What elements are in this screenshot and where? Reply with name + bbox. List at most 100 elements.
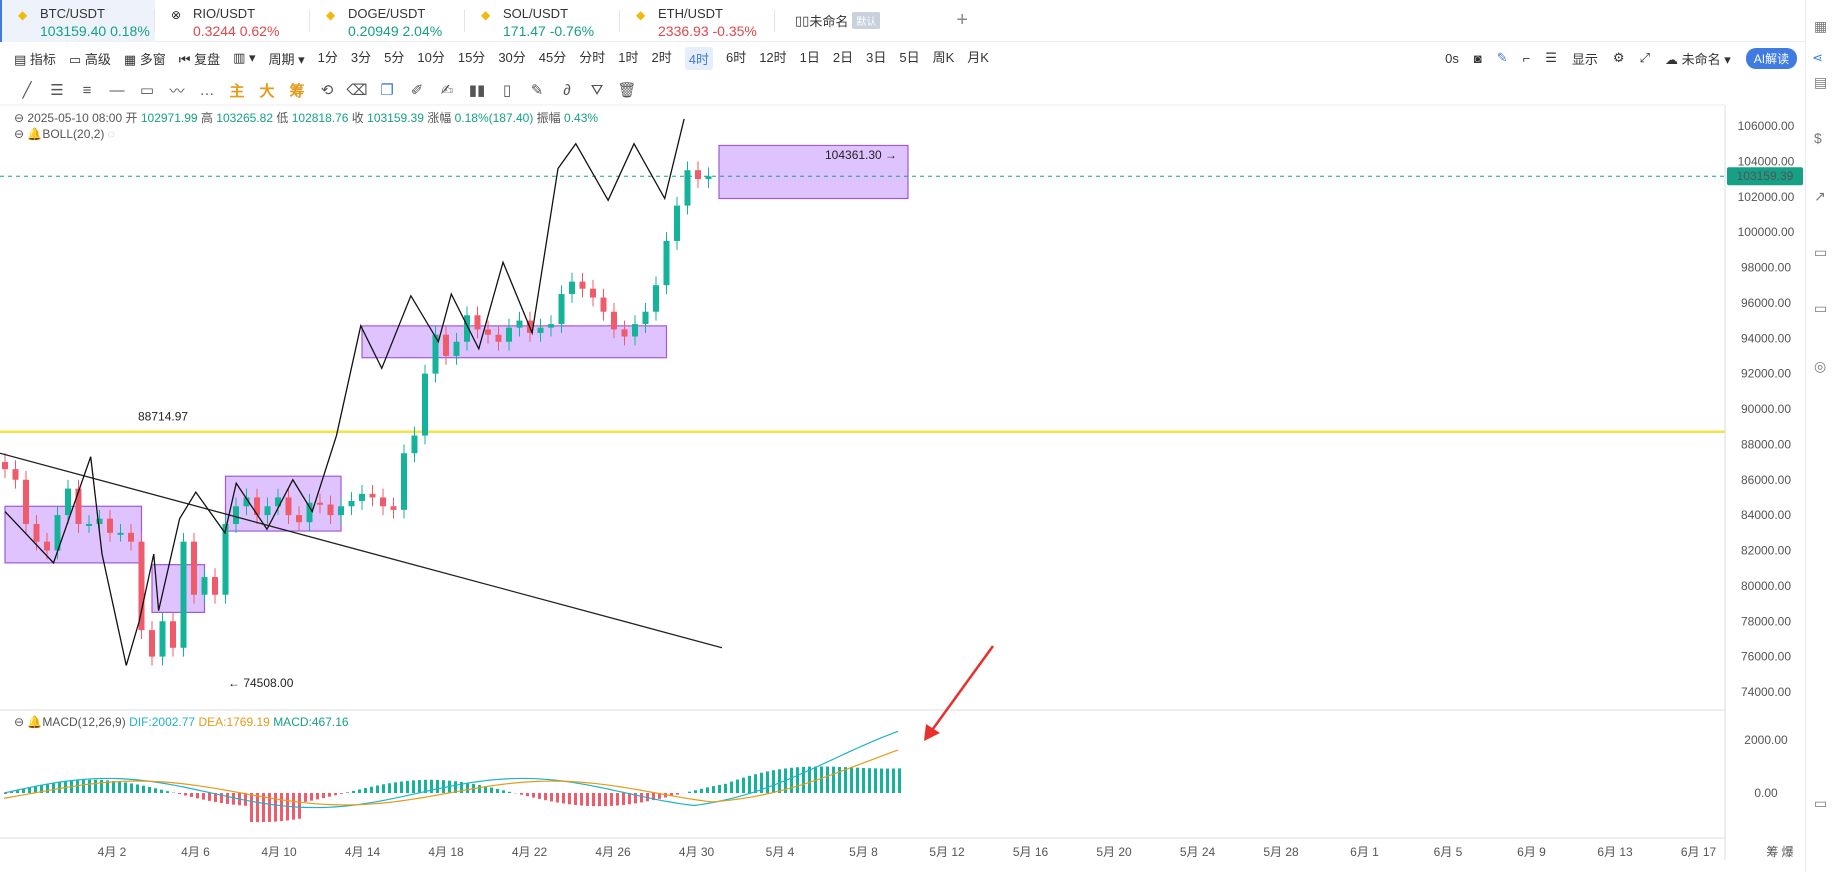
- interval-4时[interactable]: 4时: [684, 46, 713, 70]
- panel-icon[interactable]: ▭: [1814, 795, 1828, 811]
- trash-icon[interactable]: 🗑: [617, 82, 637, 99]
- interval-1日[interactable]: 1日: [799, 49, 820, 65]
- display-button[interactable]: 显示: [1571, 51, 1598, 67]
- share-icon[interactable]: ⋖: [1812, 50, 1823, 65]
- interval-5日[interactable]: 5日: [899, 49, 920, 65]
- candle-body-29: [306, 502, 313, 523]
- interval-1时[interactable]: 1时: [618, 49, 639, 65]
- interval-分时[interactable]: 分时: [579, 49, 606, 65]
- list-icon[interactable]: ☰: [1545, 50, 1557, 65]
- high-label: 高: [200, 111, 213, 125]
- macd-bar-109: [658, 793, 661, 799]
- gear-icon[interactable]: ⚙: [1612, 50, 1625, 65]
- macd-bar-42: [256, 793, 259, 823]
- eye-icon[interactable]: ◌: [107, 127, 115, 141]
- interval-月K[interactable]: 月K: [967, 49, 989, 65]
- crop-icon[interactable]: ⌐: [1522, 50, 1531, 66]
- macd-bar-35: [214, 793, 217, 803]
- brush-icon[interactable]: ✍: [440, 82, 454, 99]
- layout-tab[interactable]: ▯▯ 未命名 默认 +: [775, 0, 968, 41]
- time-tick-9: 5月 8: [849, 845, 878, 859]
- magnet-icon[interactable]: ∂: [563, 81, 571, 99]
- advanced-button[interactable]: ▭ 高级: [68, 51, 111, 67]
- interval-2时[interactable]: 2时: [651, 49, 672, 65]
- note-icon[interactable]: ✎: [530, 82, 544, 99]
- macd-bar-27: [166, 791, 169, 793]
- ticker-tab-eth-usdt[interactable]: ◆ ETH/USDT 2336.93 -0.35%: [620, 0, 775, 42]
- download-icon[interactable]: ◎: [1814, 358, 1827, 374]
- ruler-icon[interactable]: ✐: [410, 82, 424, 99]
- channel-tool-icon[interactable]: ≡: [82, 81, 92, 99]
- macd-bar-149: [898, 768, 901, 793]
- wave-tool-icon[interactable]: 〰: [169, 82, 185, 100]
- main-force-button[interactable]: 主: [229, 82, 245, 100]
- rect-tool-icon[interactable]: ▭: [139, 82, 155, 99]
- doc-icon[interactable]: ▤: [1814, 74, 1828, 90]
- interval-2日[interactable]: 2日: [832, 49, 854, 65]
- macd-bar-51: [310, 793, 313, 801]
- macd-bar-2: [16, 790, 19, 793]
- price-tick-1: 104000.00: [1738, 154, 1795, 168]
- macd-bar-17: [106, 780, 109, 793]
- hline-tool-icon[interactable]: —: [109, 81, 125, 99]
- macd-bar-15: [94, 779, 97, 793]
- big-order-button[interactable]: 大: [259, 82, 275, 100]
- macd-legend[interactable]: ⊖ 🔔MACD(12,26,9) DIF:2002.77 DEA:1769.19…: [14, 715, 349, 729]
- more-tools-icon[interactable]: …: [199, 81, 215, 99]
- interval-15分[interactable]: 15分: [457, 49, 486, 65]
- dollar-icon[interactable]: $: [1814, 130, 1822, 146]
- interval-3日[interactable]: 3日: [866, 49, 887, 65]
- macd-bar-69: [418, 779, 421, 793]
- chart-type-button[interactable]: ▥ ▾: [233, 50, 256, 65]
- layout-dropdown[interactable]: ☁ 未命名 ▾: [1664, 51, 1731, 67]
- replay-button[interactable]: ⏮ 复盘: [178, 51, 221, 67]
- interval-45分[interactable]: 45分: [538, 49, 567, 65]
- multi-window-button[interactable]: ▦ 多窗: [123, 51, 166, 67]
- monitor-icon[interactable]: ▭: [1814, 244, 1828, 260]
- ticker-tab-rio-usdt[interactable]: ⊗ RIO/USDT 0.3244 0.62%: [155, 0, 310, 42]
- add-tab-button[interactable]: +: [956, 9, 969, 31]
- macd-bar-57: [346, 792, 349, 793]
- parallel-tool-icon[interactable]: ☰: [50, 82, 64, 99]
- period-dropdown[interactable]: 周期 ▾: [268, 51, 305, 67]
- copy-icon[interactable]: ❐: [380, 82, 394, 99]
- bars-icon[interactable]: ▮▮: [468, 82, 486, 99]
- sync-icon[interactable]: ⟲: [320, 82, 334, 99]
- interval-10分[interactable]: 10分: [417, 49, 445, 65]
- camera-icon[interactable]: ◙: [1473, 50, 1482, 66]
- macd-bar-34: [208, 793, 211, 801]
- interval-12时[interactable]: 12时: [759, 49, 787, 65]
- indicator-button[interactable]: ▤ 指标: [14, 51, 56, 67]
- pen-icon[interactable]: ✎: [1496, 50, 1508, 65]
- macd-bar-16: [100, 780, 103, 793]
- calc-icon[interactable]: ▭: [1814, 300, 1828, 316]
- line-tool-icon[interactable]: ╱: [22, 82, 32, 99]
- candle-body-65: [684, 170, 691, 206]
- ticker-tab-btc-usdt[interactable]: ◆ BTC/USDT 103159.40 0.18%: [0, 0, 155, 42]
- interval-3分[interactable]: 3分: [350, 49, 372, 65]
- ticker-tab-sol-usdt[interactable]: ◆ SOL/USDT 171.47 -0.76%: [465, 0, 620, 42]
- chip-button[interactable]: 筹: [289, 82, 305, 100]
- eraser-icon[interactable]: ⌫: [346, 82, 368, 99]
- candle-body-24: [254, 497, 260, 516]
- macd-bar-90: [544, 793, 547, 801]
- macd-bar-73: [442, 780, 445, 793]
- clipboard-icon[interactable]: ▯: [502, 82, 512, 99]
- fullscreen-icon[interactable]: ⤢: [1639, 50, 1650, 65]
- boll-legend[interactable]: ⊖ 🔔BOLL(20,2) ◌: [14, 127, 115, 141]
- filter-icon[interactable]: ⛛: [590, 81, 604, 99]
- interval-1分[interactable]: 1分: [317, 49, 338, 65]
- macd-bar-134: [808, 766, 811, 793]
- ticker-tab-doge-usdt[interactable]: ◆ DOGE/USDT 0.20949 2.04%: [310, 0, 465, 42]
- interval-5分[interactable]: 5分: [384, 49, 405, 65]
- grid-icon[interactable]: ▦: [1814, 18, 1828, 34]
- interval-30分[interactable]: 30分: [498, 49, 526, 65]
- macd-bar-64: [388, 783, 391, 793]
- default-badge: 默认: [852, 12, 881, 29]
- trend-icon[interactable]: ↗: [1814, 188, 1826, 204]
- ai-interpret-button[interactable]: AI解读: [1745, 47, 1798, 69]
- candle-body-47: [495, 334, 502, 342]
- interval-周K[interactable]: 周K: [932, 49, 955, 65]
- interval-6时[interactable]: 6时: [725, 49, 747, 65]
